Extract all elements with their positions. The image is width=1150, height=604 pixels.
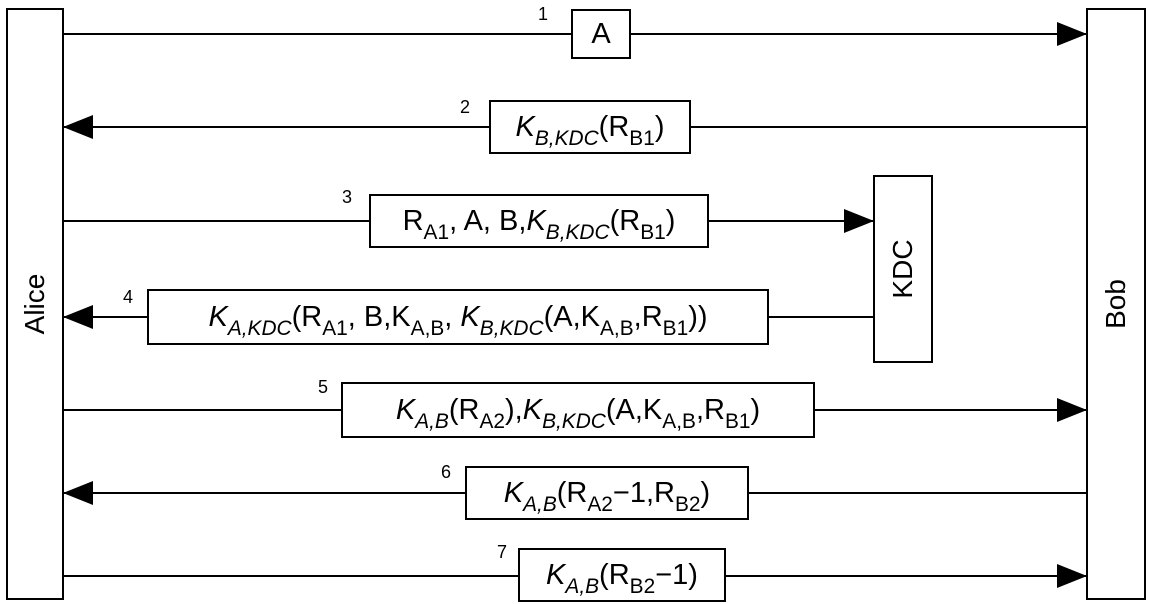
message-number-3: 3 <box>342 187 353 207</box>
message-number-2: 2 <box>460 97 471 117</box>
message-5-text: KA,B(RA2),KB,KDC(A,KA,B,RB1) <box>395 393 761 433</box>
message-3-label: RA1, A, B,KB,KDC(RB1) <box>369 194 709 248</box>
message-2-label: KB,KDC(RB1) <box>489 100 691 154</box>
message-4-text: KA,KDC(RA1, B,KA,B, KB,KDC(A,KA,B,RB1)) <box>208 300 708 340</box>
kdc-box: KDC <box>873 175 933 363</box>
message-number-1: 1 <box>538 4 549 24</box>
message-7-label: KA,B(RB2−1) <box>518 548 726 602</box>
message-3-text: RA1, A, B,KB,KDC(RB1) <box>402 204 676 244</box>
message-number-5: 5 <box>318 377 329 397</box>
message-4-label: KA,KDC(RA1, B,KA,B, KB,KDC(A,KA,B,RB1)) <box>147 289 769 345</box>
alice-box: Alice <box>6 8 64 600</box>
message-2-text: KB,KDC(RB1) <box>515 110 665 150</box>
message-1-text: A <box>591 17 611 50</box>
message-5-label: KA,B(RA2),KB,KDC(A,KA,B,RB1) <box>341 382 815 438</box>
bob-label: Bob <box>1100 279 1131 329</box>
bob-box: Bob <box>1086 8 1146 600</box>
message-number-4: 4 <box>123 287 134 307</box>
message-1-label: A <box>571 9 631 59</box>
message-6-text: KA,B(RA2−1,RB2) <box>503 476 711 516</box>
message-number-7: 7 <box>497 542 508 562</box>
message-7-text: KA,B(RB2−1) <box>546 558 698 598</box>
alice-label: Alice <box>19 273 50 335</box>
message-6-label: KA,B(RA2−1,RB2) <box>465 466 749 520</box>
kdc-label: KDC <box>887 239 918 299</box>
message-number-6: 6 <box>441 462 452 482</box>
